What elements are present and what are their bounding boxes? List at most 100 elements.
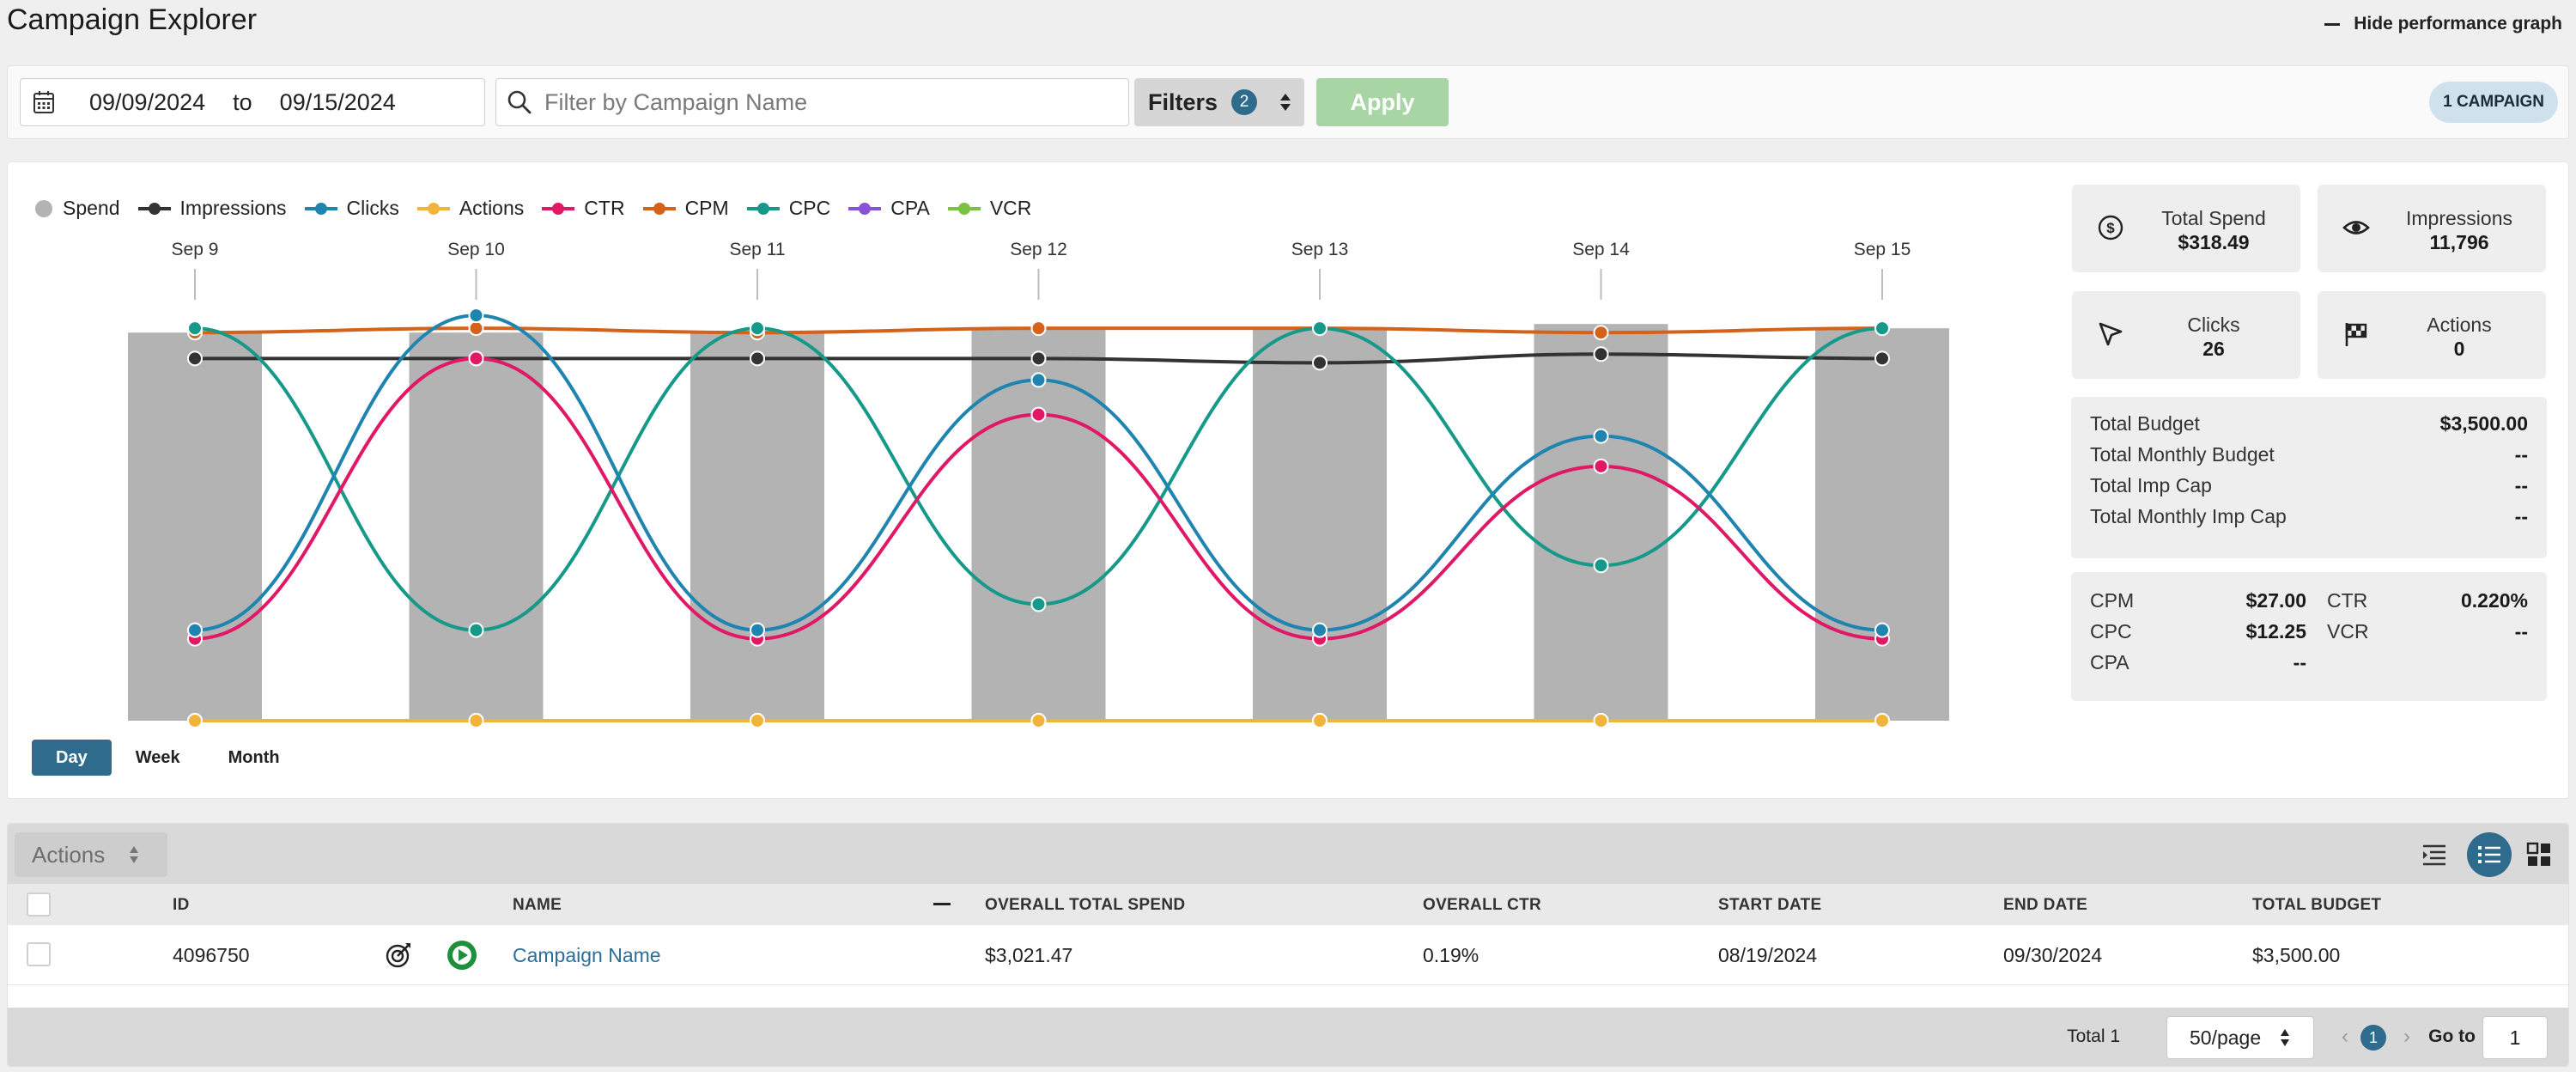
- budget-value: --: [2514, 505, 2528, 527]
- actions-dropdown[interactable]: Actions: [15, 832, 167, 877]
- column-header-id[interactable]: ID: [173, 896, 190, 914]
- dollar-icon: $: [2098, 215, 2123, 241]
- legend-label: VCR: [989, 197, 1032, 219]
- kpi-total-spend: $ Total Spend $318.49: [2072, 185, 2300, 272]
- data-point-clicks: [1874, 622, 1890, 638]
- prev-page-icon[interactable]: ‹: [2342, 1025, 2348, 1048]
- legend-item-clicks[interactable]: Clicks: [304, 197, 399, 220]
- campaign-name-link[interactable]: Campaign Name: [513, 944, 661, 966]
- pagination-bar: Total 1 50/page ‹ 1 › Go to 1: [8, 1008, 2568, 1066]
- column-header-total-budget[interactable]: TOTAL BUDGET: [2252, 896, 2382, 914]
- table-row[interactable]: 4096750 Campaign Name $3,021.47 0.19% 08…: [8, 925, 2568, 985]
- select-all-checkbox[interactable]: [27, 892, 51, 917]
- performance-chart: Sep 9 Sep 10 Sep 11 Sep 12 Sep 13 Sep 14 Sep 1…: [128, 240, 1949, 728]
- list-view-icon[interactable]: [2467, 832, 2512, 877]
- data-point-impressions: [187, 350, 203, 367]
- data-point-impressions: [1030, 350, 1047, 367]
- x-tick-label: Sep 15: [1854, 240, 1911, 259]
- data-point-cpc: [750, 320, 765, 337]
- data-point-actions: [1312, 713, 1327, 728]
- spend-bar: [409, 332, 544, 721]
- flag-icon: [2345, 323, 2367, 346]
- per-page-select[interactable]: 50/page: [2166, 1016, 2314, 1059]
- filters-button[interactable]: Filters 2: [1134, 78, 1304, 126]
- sort-arrows-icon: [1280, 94, 1291, 111]
- legend-label: Actions: [459, 197, 525, 219]
- legend-marker-icon: [947, 202, 981, 215]
- column-collapse-icon[interactable]: [933, 903, 951, 905]
- legend-item-spend[interactable]: Spend: [33, 197, 120, 220]
- table-toolbar: Actions: [8, 824, 2568, 884]
- legend-item-cpc[interactable]: CPC: [746, 197, 831, 220]
- spend-bar: [1253, 328, 1387, 721]
- data-point-actions: [1030, 713, 1047, 728]
- data-point-impressions: [1593, 346, 1609, 362]
- column-header-start-date[interactable]: START DATE: [1718, 896, 1822, 914]
- legend-marker-icon: [137, 202, 171, 215]
- apply-button[interactable]: Apply: [1316, 78, 1449, 126]
- actions-label: Actions: [32, 841, 106, 868]
- start-date[interactable]: 09/09/2024: [89, 88, 206, 115]
- legend-marker-icon: [746, 202, 780, 215]
- tab-day[interactable]: Day: [32, 740, 112, 776]
- legend-label: CPC: [788, 197, 831, 219]
- kpi-actions: Actions 0: [2318, 291, 2546, 379]
- legend-item-vcr[interactable]: VCR: [947, 197, 1032, 220]
- filters-count-badge: 2: [1231, 89, 1258, 115]
- data-point-clicks: [468, 308, 484, 324]
- row-checkbox[interactable]: [27, 942, 51, 966]
- sort-arrows-icon: [2281, 1029, 2290, 1046]
- per-page-value: 50/page: [2190, 1026, 2262, 1049]
- legend-item-impressions[interactable]: Impressions: [137, 197, 287, 220]
- tab-month[interactable]: Month: [228, 747, 280, 767]
- cell-start-date: 08/19/2024: [1718, 944, 1818, 966]
- data-point-cpm: [1030, 320, 1047, 337]
- column-header-spend[interactable]: OVERALL TOTAL SPEND: [985, 896, 1186, 914]
- column-header-ctr[interactable]: OVERALL CTR: [1423, 896, 1542, 914]
- data-point-impressions: [1874, 350, 1890, 367]
- tab-week[interactable]: Week: [135, 747, 180, 767]
- legend-marker-icon: [848, 202, 882, 215]
- data-point-cpm: [1593, 325, 1609, 341]
- campaign-count-badge: 1 CAMPAIGN: [2429, 82, 2558, 123]
- search-input[interactable]: [544, 88, 1111, 116]
- page-title: Campaign Explorer: [7, 3, 258, 36]
- collapse-dash-icon: [2324, 22, 2341, 26]
- legend-item-cpa[interactable]: CPA: [848, 197, 930, 220]
- filter-bar: 09/09/2024 to 09/15/2024 Filters 2 Apply…: [7, 65, 2569, 139]
- rate-metrics: CPM $27.00 CPC $12.25 CPA -- CTR 0.220% …: [2071, 572, 2547, 701]
- cell-total-budget: $3,500.00: [2252, 944, 2341, 966]
- current-page[interactable]: 1: [2360, 1025, 2386, 1051]
- legend-item-cpm[interactable]: CPM: [642, 197, 729, 220]
- date-range-picker[interactable]: 09/09/2024 to 09/15/2024: [20, 78, 485, 126]
- budget-label: Total Monthly Imp Cap: [2090, 505, 2287, 527]
- legend-item-ctr[interactable]: CTR: [541, 197, 625, 220]
- end-date[interactable]: 09/15/2024: [279, 88, 396, 115]
- tree-view-icon[interactable]: [2412, 832, 2457, 877]
- data-point-actions: [1593, 713, 1609, 728]
- kpi-value: $318.49: [2178, 231, 2250, 253]
- column-header-end-date[interactable]: END DATE: [2003, 896, 2088, 914]
- spend-bar: [1534, 324, 1668, 721]
- next-page-icon[interactable]: ›: [2403, 1025, 2410, 1048]
- campaign-search-box[interactable]: [495, 78, 1129, 126]
- budget-value: --: [2514, 474, 2528, 496]
- x-tick-label: Sep 12: [1010, 240, 1067, 259]
- x-tick-label: Sep 14: [1572, 240, 1630, 259]
- legend-item-actions[interactable]: Actions: [416, 197, 524, 220]
- legend-marker-icon: [304, 202, 337, 215]
- budget-row: Total Monthly Imp Cap --: [2090, 505, 2528, 536]
- legend-label: CPM: [684, 197, 729, 219]
- column-header-name[interactable]: NAME: [513, 896, 562, 914]
- grid-view-icon[interactable]: [2517, 832, 2561, 877]
- metric-value: --: [2514, 620, 2528, 643]
- legend-marker-icon: [35, 199, 52, 217]
- data-point-actions: [1874, 713, 1890, 728]
- target-icon[interactable]: [384, 941, 413, 970]
- data-point-clicks: [1593, 428, 1609, 444]
- hide-graph-toggle[interactable]: Hide performance graph: [2324, 14, 2562, 34]
- legend-label: Clicks: [346, 197, 399, 219]
- data-point-actions: [750, 713, 765, 728]
- play-status-icon[interactable]: [446, 939, 478, 971]
- goto-page-input[interactable]: 1: [2482, 1016, 2548, 1059]
